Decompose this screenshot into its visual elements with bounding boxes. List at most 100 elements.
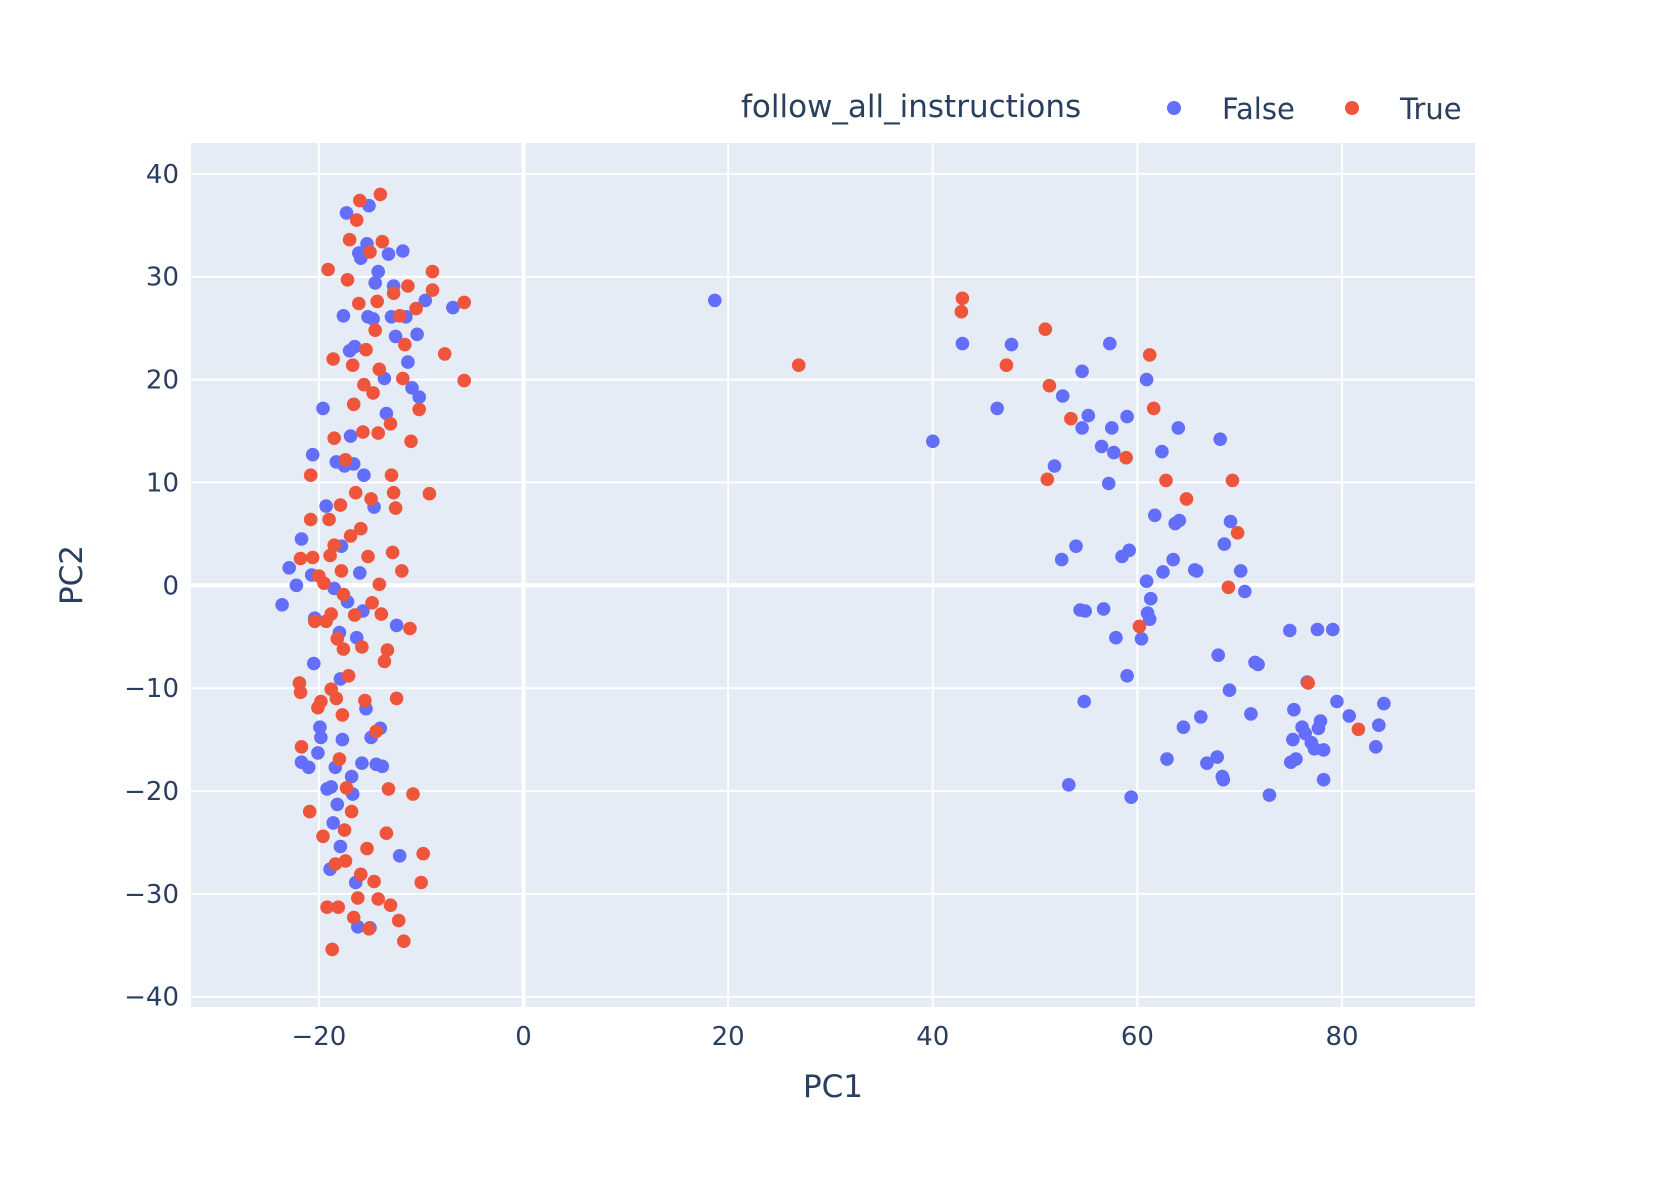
data-point-false[interactable] — [326, 816, 341, 830]
data-point-true[interactable] — [370, 294, 385, 309]
data-point-true[interactable] — [1142, 348, 1157, 362]
data-point-true[interactable] — [356, 425, 370, 439]
data-point-true[interactable] — [416, 846, 431, 861]
data-point-true[interactable] — [332, 752, 347, 766]
data-point-false[interactable] — [1103, 336, 1117, 351]
data-point-true[interactable] — [349, 213, 364, 227]
data-point-true[interactable] — [383, 898, 398, 912]
data-point-true[interactable] — [371, 426, 386, 440]
data-point-true[interactable] — [344, 804, 359, 819]
data-point-true[interactable] — [386, 485, 401, 500]
data-point-false[interactable] — [1286, 732, 1300, 747]
data-point-true[interactable] — [294, 740, 309, 754]
data-point-true[interactable] — [323, 548, 337, 563]
data-point-true[interactable] — [373, 187, 388, 202]
data-point-false[interactable] — [1134, 632, 1149, 646]
data-point-true[interactable] — [380, 643, 395, 657]
data-point-false[interactable] — [1047, 459, 1062, 473]
data-point-true[interactable] — [1301, 676, 1315, 690]
data-point-false[interactable] — [301, 760, 316, 775]
data-point-true[interactable] — [395, 564, 409, 578]
data-point-true[interactable] — [422, 486, 437, 501]
data-point-true[interactable] — [325, 942, 340, 957]
data-point-false[interactable] — [1213, 432, 1227, 447]
data-point-false[interactable] — [335, 732, 350, 747]
data-point-false[interactable] — [1078, 604, 1092, 618]
data-point-false[interactable] — [1251, 657, 1265, 672]
data-point-false[interactable] — [1160, 752, 1174, 766]
data-point-false[interactable] — [1139, 372, 1154, 387]
data-point-true[interactable] — [293, 685, 308, 700]
data-point-false[interactable] — [1194, 710, 1208, 724]
data-point-true[interactable] — [404, 434, 418, 449]
data-point-false[interactable] — [1377, 696, 1391, 711]
data-point-false[interactable] — [1004, 337, 1019, 352]
data-point-false[interactable] — [1122, 543, 1136, 558]
data-point-true[interactable] — [320, 900, 334, 914]
data-point-true[interactable] — [365, 596, 379, 610]
data-point-true[interactable] — [369, 724, 384, 739]
data-point-false[interactable] — [418, 293, 433, 308]
data-point-true[interactable] — [335, 708, 350, 722]
data-point-true[interactable] — [1146, 401, 1161, 416]
data-point-false[interactable] — [1054, 552, 1069, 567]
data-point-true[interactable] — [363, 245, 377, 259]
data-point-false[interactable] — [330, 797, 345, 812]
data-point-true[interactable] — [317, 576, 331, 590]
data-point-false[interactable] — [305, 447, 320, 462]
data-point-true[interactable] — [308, 614, 322, 629]
data-point-false[interactable] — [1062, 778, 1076, 792]
data-point-true[interactable] — [383, 417, 398, 431]
data-point-true[interactable] — [337, 823, 352, 837]
data-point-false[interactable] — [353, 566, 367, 580]
data-point-true[interactable] — [1042, 378, 1057, 393]
data-point-false[interactable] — [381, 247, 396, 261]
data-point-true[interactable] — [354, 521, 368, 536]
legend-label-false[interactable]: False — [1222, 92, 1295, 126]
data-point-false[interactable] — [1369, 740, 1383, 754]
data-point-false[interactable] — [314, 730, 328, 745]
data-point-true[interactable] — [348, 485, 363, 500]
data-point-true[interactable] — [955, 291, 970, 306]
data-point-false[interactable] — [1326, 622, 1340, 637]
data-point-false[interactable] — [357, 468, 371, 483]
data-point-false[interactable] — [1210, 750, 1224, 764]
data-point-false[interactable] — [1075, 421, 1089, 435]
data-point-true[interactable] — [372, 362, 387, 377]
data-point-false[interactable] — [1166, 552, 1180, 567]
data-point-true[interactable] — [1132, 619, 1147, 634]
data-point-true[interactable] — [346, 397, 361, 412]
data-point-true[interactable] — [389, 691, 404, 706]
data-point-true[interactable] — [293, 551, 308, 566]
data-point-false[interactable] — [294, 532, 309, 546]
data-point-true[interactable] — [366, 386, 380, 400]
data-point-true[interactable] — [388, 501, 403, 515]
data-point-true[interactable] — [303, 512, 318, 527]
data-point-true[interactable] — [336, 642, 351, 656]
data-point-true[interactable] — [329, 691, 344, 706]
data-point-true[interactable] — [338, 854, 353, 868]
data-point-false[interactable] — [307, 656, 321, 671]
data-point-true[interactable] — [343, 529, 358, 543]
data-point-false[interactable] — [1156, 565, 1170, 579]
data-point-true[interactable] — [1040, 472, 1055, 487]
data-point-false[interactable] — [1287, 702, 1301, 717]
data-point-true[interactable] — [437, 347, 452, 361]
data-point-false[interactable] — [324, 780, 339, 794]
data-point-false[interactable] — [1233, 564, 1248, 578]
data-point-false[interactable] — [1120, 409, 1134, 424]
data-point-false[interactable] — [336, 309, 351, 323]
data-point-true[interactable] — [406, 787, 420, 801]
legend-label-true[interactable]: True — [1399, 92, 1462, 126]
data-point-true[interactable] — [374, 607, 389, 621]
data-point-true[interactable] — [385, 545, 400, 560]
data-point-false[interactable] — [392, 849, 407, 863]
data-point-false[interactable] — [1216, 772, 1231, 787]
data-point-true[interactable] — [321, 262, 335, 277]
data-point-true[interactable] — [396, 371, 410, 386]
data-point-true[interactable] — [331, 900, 346, 914]
data-point-false[interactable] — [1139, 574, 1154, 588]
data-point-false[interactable] — [333, 839, 348, 854]
data-point-true[interactable] — [302, 804, 317, 819]
data-point-false[interactable] — [316, 401, 330, 416]
